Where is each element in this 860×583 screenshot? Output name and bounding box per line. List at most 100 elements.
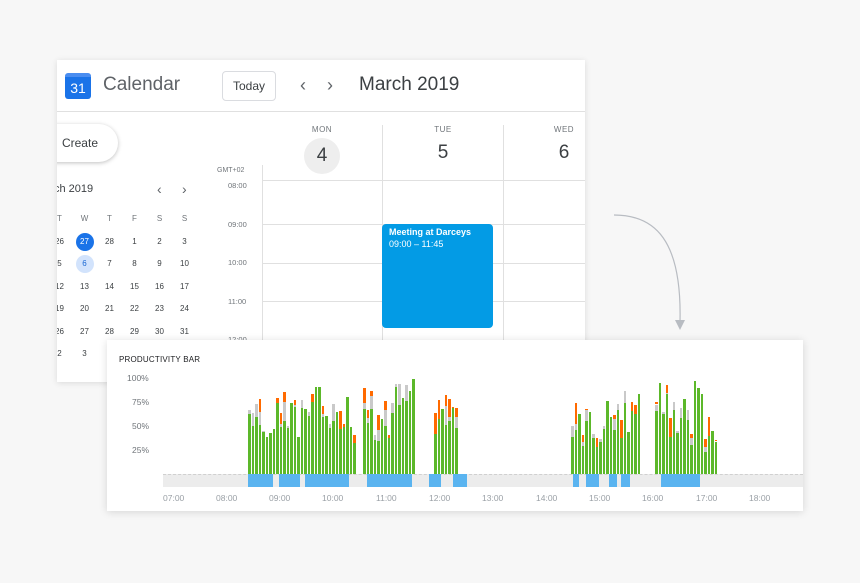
- neutral-segment: [686, 410, 690, 420]
- meeting-segment: [573, 474, 579, 487]
- day-number[interactable]: 4: [304, 138, 340, 174]
- mini-day-today[interactable]: 27: [72, 232, 97, 251]
- mini-day[interactable]: 3: [182, 236, 187, 246]
- mini-day[interactable]: 29: [130, 326, 139, 336]
- productive-segment: [300, 408, 304, 474]
- mini-day[interactable]: 14: [105, 281, 114, 291]
- productive-segment: [662, 413, 665, 474]
- mini-day[interactable]: 17: [180, 281, 189, 291]
- time-label: 10:00: [322, 493, 344, 503]
- productive-segment: [405, 400, 408, 474]
- mini-day[interactable]: 9: [157, 259, 162, 269]
- day-number[interactable]: 6: [558, 142, 570, 163]
- mini-week-row: 19 20 21 22 23 24: [57, 298, 197, 321]
- mini-day[interactable]: 22: [130, 304, 139, 314]
- productive-segment: [697, 387, 700, 474]
- mini-day[interactable]: 2: [157, 236, 162, 246]
- mini-day[interactable]: 31: [180, 326, 189, 336]
- mini-prev-chevron-icon[interactable]: ‹: [157, 181, 162, 197]
- mini-day[interactable]: 1: [132, 236, 137, 246]
- distracting-segment: [707, 417, 711, 437]
- productive-segment: [370, 408, 373, 474]
- grid-divider: [262, 165, 263, 382]
- chevron-left-icon[interactable]: ‹: [300, 75, 306, 95]
- distracting-segment: [455, 408, 458, 418]
- meeting-segment: [661, 474, 700, 487]
- productive-segment: [609, 416, 613, 474]
- distracting-segment: [283, 392, 286, 403]
- productive-segment: [262, 432, 265, 474]
- mini-day[interactable]: 26: [57, 236, 64, 246]
- distracting-segment: [384, 400, 387, 410]
- hour-label: 11:00: [228, 297, 247, 306]
- mini-next-chevron-icon[interactable]: ›: [182, 181, 187, 197]
- today-button[interactable]: Today: [222, 71, 276, 101]
- hour-label: 09:00: [228, 220, 247, 229]
- mini-week-row: 5 6 7 8 9 10: [57, 253, 197, 276]
- productive-segment: [585, 421, 588, 474]
- mini-day[interactable]: 20: [80, 304, 89, 314]
- productive-segment: [669, 437, 672, 474]
- mini-day[interactable]: 12: [57, 281, 64, 291]
- productivity-panel: PRODUCTIVITY BAR 100% 75% 50% 25% 07:00 …: [107, 340, 803, 511]
- mini-day[interactable]: 28: [105, 236, 114, 246]
- calendar-logo-icon[interactable]: 31: [65, 73, 91, 99]
- mini-day[interactable]: 13: [80, 281, 89, 291]
- productive-segment: [655, 411, 658, 474]
- productive-segment: [377, 441, 380, 474]
- productive-segment: [606, 401, 609, 474]
- productive-segment: [451, 407, 455, 474]
- neutral-segment: [585, 409, 588, 422]
- day-header-mon[interactable]: MON 4: [292, 125, 352, 174]
- productive-segment: [620, 437, 623, 474]
- mini-day[interactable]: 30: [155, 326, 164, 336]
- productive-segment: [599, 441, 602, 474]
- mini-day[interactable]: 3: [82, 349, 87, 359]
- day-header-wed[interactable]: WED 6: [534, 125, 585, 164]
- neutral-segment: [286, 425, 290, 429]
- time-label: 18:00: [749, 493, 771, 503]
- neutral-segment: [332, 403, 335, 422]
- neutral-segment: [616, 403, 620, 410]
- day-number[interactable]: 5: [437, 142, 449, 163]
- productive-segment: [265, 437, 269, 474]
- mini-day-selected[interactable]: 6: [72, 255, 97, 274]
- productive-segment: [676, 433, 679, 474]
- mini-day[interactable]: 24: [180, 304, 189, 314]
- productive-segment: [342, 426, 346, 474]
- mini-day[interactable]: 10: [180, 259, 189, 269]
- time-label: 07:00: [163, 493, 185, 503]
- neutral-segment: [602, 425, 606, 429]
- distracting-segment: [366, 409, 370, 418]
- productive-segment: [394, 386, 398, 474]
- productive-segment: [700, 393, 704, 474]
- mini-day[interactable]: 21: [105, 304, 114, 314]
- mini-week-row: 2 3: [57, 343, 197, 366]
- neutral-segment: [679, 407, 683, 418]
- productive-segment: [387, 438, 391, 474]
- mini-day[interactable]: 27: [80, 326, 89, 336]
- neutral-segment: [690, 438, 693, 446]
- mini-day[interactable]: 5: [57, 259, 62, 269]
- day-header-tue[interactable]: TUE 5: [413, 125, 473, 164]
- mini-day[interactable]: 16: [155, 281, 164, 291]
- mini-day[interactable]: 26: [57, 326, 64, 336]
- productive-segment: [373, 439, 377, 474]
- distracting-segment: [581, 435, 585, 442]
- mini-day[interactable]: 7: [107, 259, 112, 269]
- mini-day[interactable]: 2: [57, 349, 62, 359]
- distracting-segment: [669, 418, 672, 438]
- productive-segment: [384, 425, 387, 474]
- productive-segment: [328, 428, 332, 474]
- mini-day[interactable]: 28: [105, 326, 114, 336]
- create-button[interactable]: Create: [57, 124, 118, 162]
- mini-day[interactable]: 23: [155, 304, 164, 314]
- productive-segment: [286, 428, 290, 474]
- calendar-event[interactable]: Meeting at Darceys 09:00 – 11:45: [382, 224, 493, 328]
- mini-day[interactable]: 15: [130, 281, 139, 291]
- mini-day[interactable]: 19: [57, 304, 64, 314]
- productive-segment: [574, 429, 578, 474]
- distracting-segment: [342, 423, 346, 427]
- chevron-right-icon[interactable]: ›: [327, 75, 333, 95]
- mini-day[interactable]: 8: [132, 259, 137, 269]
